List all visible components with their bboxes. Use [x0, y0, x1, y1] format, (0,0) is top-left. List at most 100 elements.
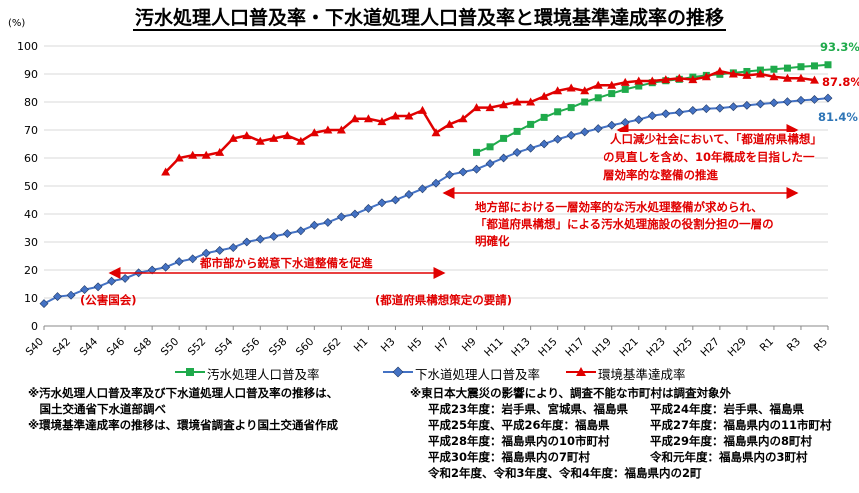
- y-tick-label: 20: [24, 264, 38, 277]
- data-point: [783, 97, 792, 107]
- footnote-right-head: ※東日本大震災の影響により、調査不能な市町村は調査対象外: [410, 386, 731, 400]
- end-label-sewage: 93.3%: [820, 40, 859, 54]
- data-point: [580, 86, 590, 95]
- data-point: [728, 102, 738, 112]
- data-point: [728, 69, 738, 78]
- x-tick-label: H15: [536, 336, 560, 360]
- data-point: [647, 76, 657, 85]
- x-tick-label: H1: [352, 336, 371, 355]
- data-point: [323, 125, 333, 134]
- data-point: [363, 203, 373, 213]
- data-point: [499, 153, 509, 163]
- x-tick-label: S54: [213, 335, 236, 358]
- chart-title: 汚水処理人口普及率・下水道処理人口普及率と環境基準達成率の推移: [132, 7, 726, 31]
- data-point: [486, 143, 494, 151]
- y-tick-label: 50: [24, 180, 38, 193]
- data-point: [635, 82, 643, 90]
- data-point: [445, 119, 455, 128]
- data-point: [661, 75, 671, 84]
- annotation-mid-2: 「都道府県構想」による汚水処理施設の役割分担の一層の: [475, 217, 774, 231]
- data-point: [472, 103, 482, 112]
- legend: [175, 366, 596, 378]
- data-point: [485, 159, 495, 169]
- x-tick-label: H17: [563, 336, 587, 360]
- annotation-mid-1: 地方部における一層効率的な汚水処理整備が求められ、: [475, 200, 763, 214]
- data-point: [810, 95, 819, 104]
- data-point: [620, 77, 630, 86]
- data-point: [269, 133, 279, 142]
- data-point: [107, 276, 117, 286]
- y-tick-label: 60: [24, 152, 38, 165]
- data-point: [201, 248, 211, 258]
- data-point: [796, 95, 806, 105]
- annotation-right-1: 人口減少社会において、「都道府県構想」: [610, 132, 822, 147]
- data-point: [620, 118, 630, 127]
- data-point: [593, 124, 603, 134]
- data-point: [621, 85, 629, 93]
- data-point: [228, 133, 238, 142]
- data-point: [66, 290, 76, 300]
- data-point: [607, 80, 617, 89]
- data-point: [391, 195, 400, 205]
- x-tick-label: H19: [590, 336, 614, 360]
- footnote-r1b: 平成24年度：岩手県、福島県: [650, 402, 805, 416]
- data-point: [770, 65, 778, 73]
- x-tick-label: R5: [812, 336, 830, 354]
- data-point: [580, 127, 590, 137]
- data-point: [526, 143, 536, 153]
- data-point: [93, 282, 103, 292]
- legend-label-sewer: 下水道処理人口普及率: [415, 367, 541, 382]
- data-point: [715, 66, 725, 75]
- y-axis: 0 10 20 30 40 50 60 70 80 90 100 (%): [8, 18, 38, 333]
- x-tick-label: S60: [294, 336, 317, 359]
- data-point: [350, 209, 360, 219]
- annotation-mid-3: 明確化: [475, 234, 510, 248]
- data-point: [499, 100, 509, 109]
- data-point: [661, 109, 671, 119]
- period-arrows: [108, 124, 799, 279]
- data-point: [404, 189, 414, 199]
- data-point: [594, 94, 602, 102]
- data-point: [80, 285, 89, 295]
- data-point: [742, 100, 752, 110]
- data-point: [309, 220, 319, 230]
- annotation-right-3: 層効率的な整備の推進: [603, 168, 718, 183]
- data-point: [53, 292, 62, 302]
- data-point: [513, 127, 521, 135]
- data-point: [188, 150, 198, 159]
- y-tick-label: 30: [24, 236, 38, 249]
- x-tick-label: R3: [785, 336, 803, 354]
- data-point: [309, 128, 319, 137]
- legend-label-sewage: 汚水処理人口普及率: [207, 367, 320, 382]
- data-point: [296, 136, 306, 145]
- legend-marker-environment: [576, 367, 586, 376]
- data-point: [809, 75, 819, 84]
- data-point: [539, 91, 549, 100]
- x-tick-label: S44: [78, 335, 101, 358]
- data-point: [120, 273, 130, 283]
- data-point: [823, 93, 833, 103]
- footnote-r3b: 平成29年度：福島県内の8町村: [650, 434, 813, 448]
- data-point: [769, 72, 779, 81]
- data-point: [539, 139, 549, 149]
- footnote-r5: 令和2年度、令和3年度、令和4年度：福島県内の2町: [428, 466, 702, 480]
- y-tick-label: 100: [17, 40, 38, 53]
- data-point: [242, 131, 252, 140]
- data-point: [188, 254, 198, 264]
- footnote-left-1: ※汚水処理人口普及率及び下水道処理人口普及率の推移は、: [28, 386, 339, 400]
- data-point: [458, 167, 468, 177]
- data-point: [540, 113, 548, 121]
- data-point: [350, 114, 360, 123]
- data-point: [688, 105, 698, 115]
- data-point: [472, 164, 481, 174]
- y-tick-label: 90: [24, 68, 38, 81]
- data-point: [431, 178, 441, 188]
- data-point: [607, 120, 617, 130]
- data-point: [431, 128, 441, 137]
- data-point: [553, 134, 563, 144]
- footnote-left-2: 国土交通省下水道部調べ: [28, 402, 166, 416]
- data-point: [404, 111, 414, 120]
- x-tick-label: S40: [23, 336, 46, 359]
- end-labels: 93.3% 87.8% 81.4%: [818, 40, 859, 124]
- footnote-r4b: 令和元年度：福島県内の3町村: [650, 450, 808, 464]
